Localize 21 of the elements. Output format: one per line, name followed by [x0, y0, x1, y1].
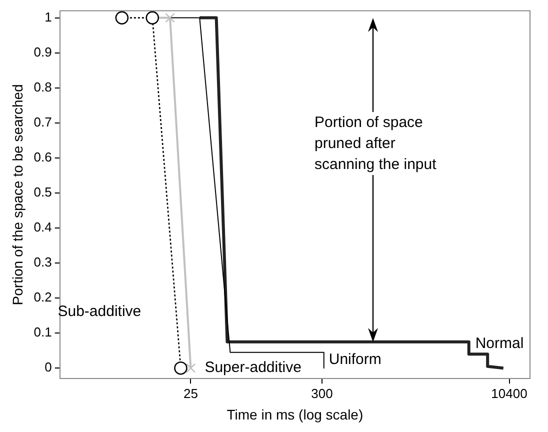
y-tick-label: 0.7 [34, 114, 52, 130]
x-tick-label: 300 [311, 386, 333, 401]
series-label: Normal [475, 335, 524, 352]
y-tick-label: 0.8 [34, 79, 52, 94]
series-label: Uniform [328, 351, 382, 368]
series-label: Super-additive [204, 359, 302, 376]
annotation: Portion of space pruned after scanning the input [314, 112, 446, 175]
y-tick-label: 0.3 [34, 254, 52, 270]
y-tick-label: 0.2 [34, 290, 52, 305]
x-tick-label: 25 [183, 386, 198, 401]
y-axis-title: Portion of the space to be searched [9, 84, 26, 306]
text: Sub-additive [58, 303, 142, 320]
y-tick-label: 0.4 [34, 220, 52, 235]
y-tick-label: 0.1 [34, 324, 52, 340]
x-axis-title: Time in ms (log scale) [226, 406, 364, 422]
y-tick-label: 1 [44, 9, 52, 24]
x-tick-label: 10400 [491, 386, 528, 401]
y-tick-label: 0.6 [34, 150, 52, 164]
y-tick-label: 0.5 [34, 184, 52, 200]
y-tick-label: 0.9 [34, 44, 52, 60]
y-tick-label: 0 [44, 360, 52, 375]
